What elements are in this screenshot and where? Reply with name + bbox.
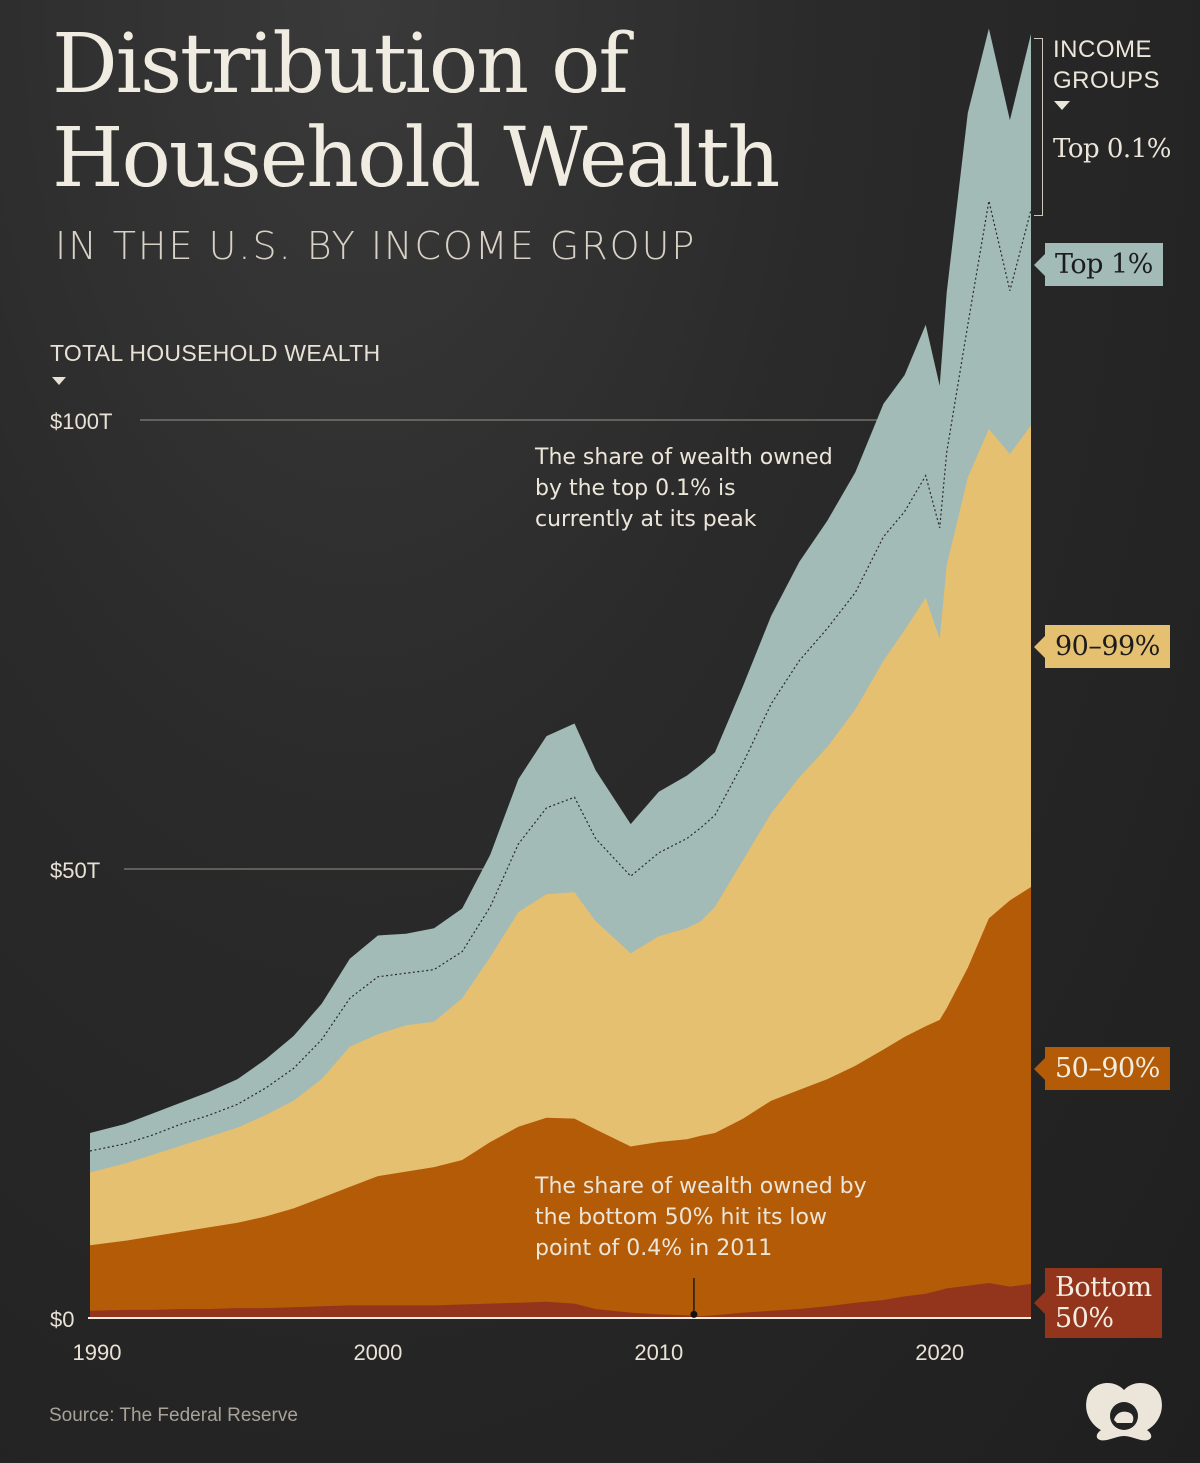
income-groups-triangle-icon bbox=[1054, 101, 1070, 110]
legend-tag-top1: Top 1% bbox=[1034, 243, 1163, 286]
legend-tag-bottom50-line2: 50% bbox=[1055, 1303, 1114, 1334]
page-title: Distribution of Household Wealth bbox=[52, 18, 952, 206]
x-tick-label: 2000 bbox=[353, 1340, 402, 1365]
legend-top01-label: Top 0.1% bbox=[1053, 134, 1171, 164]
line-top01-threshold bbox=[89, 200, 1032, 1152]
y-tick-label: $0 bbox=[50, 1307, 74, 1332]
y-axis-label: TOTAL HOUSEHOLD WEALTH bbox=[50, 340, 381, 366]
annotation-point bbox=[690, 1310, 698, 1318]
area-50-90 bbox=[90, 887, 1031, 1318]
title-line-1: Distribution of bbox=[52, 17, 629, 112]
page-subtitle: IN THE U.S. BY INCOME GROUP bbox=[55, 224, 697, 268]
y-tick-label: $50T bbox=[50, 858, 100, 883]
annotation-bottom50-low: The share of wealth owned by the bottom … bbox=[535, 1174, 867, 1261]
x-tick-label: 1990 bbox=[73, 1340, 122, 1365]
y-axis-label-triangle-icon bbox=[52, 377, 66, 385]
income-groups-line1: INCOME bbox=[1053, 36, 1152, 63]
legend-tag-90-99: 90–99% bbox=[1034, 625, 1170, 668]
y-tick-label: $100T bbox=[50, 409, 112, 434]
title-line-2: Household Wealth bbox=[52, 111, 780, 206]
legend-tag-50-90: 50–90% bbox=[1034, 1047, 1170, 1090]
x-tick-label: 2010 bbox=[634, 1340, 683, 1365]
legend-tag-bottom50: Bottom 50% bbox=[1034, 1268, 1162, 1338]
top01-bracket bbox=[1034, 38, 1043, 216]
area-bottom50 bbox=[90, 1283, 1031, 1318]
legend-tag-bottom50-line1: Bottom bbox=[1055, 1272, 1152, 1303]
source-note: Source: The Federal Reserve bbox=[49, 1405, 298, 1426]
annotation-top01-peak: The share of wealth owned by the top 0.1… bbox=[535, 445, 833, 532]
income-groups-header: INCOME GROUPS bbox=[1053, 34, 1193, 96]
x-tick-label: 2020 bbox=[915, 1340, 964, 1365]
income-groups-line2: GROUPS bbox=[1053, 67, 1161, 94]
visual-capitalist-logo-icon bbox=[1086, 1383, 1162, 1441]
